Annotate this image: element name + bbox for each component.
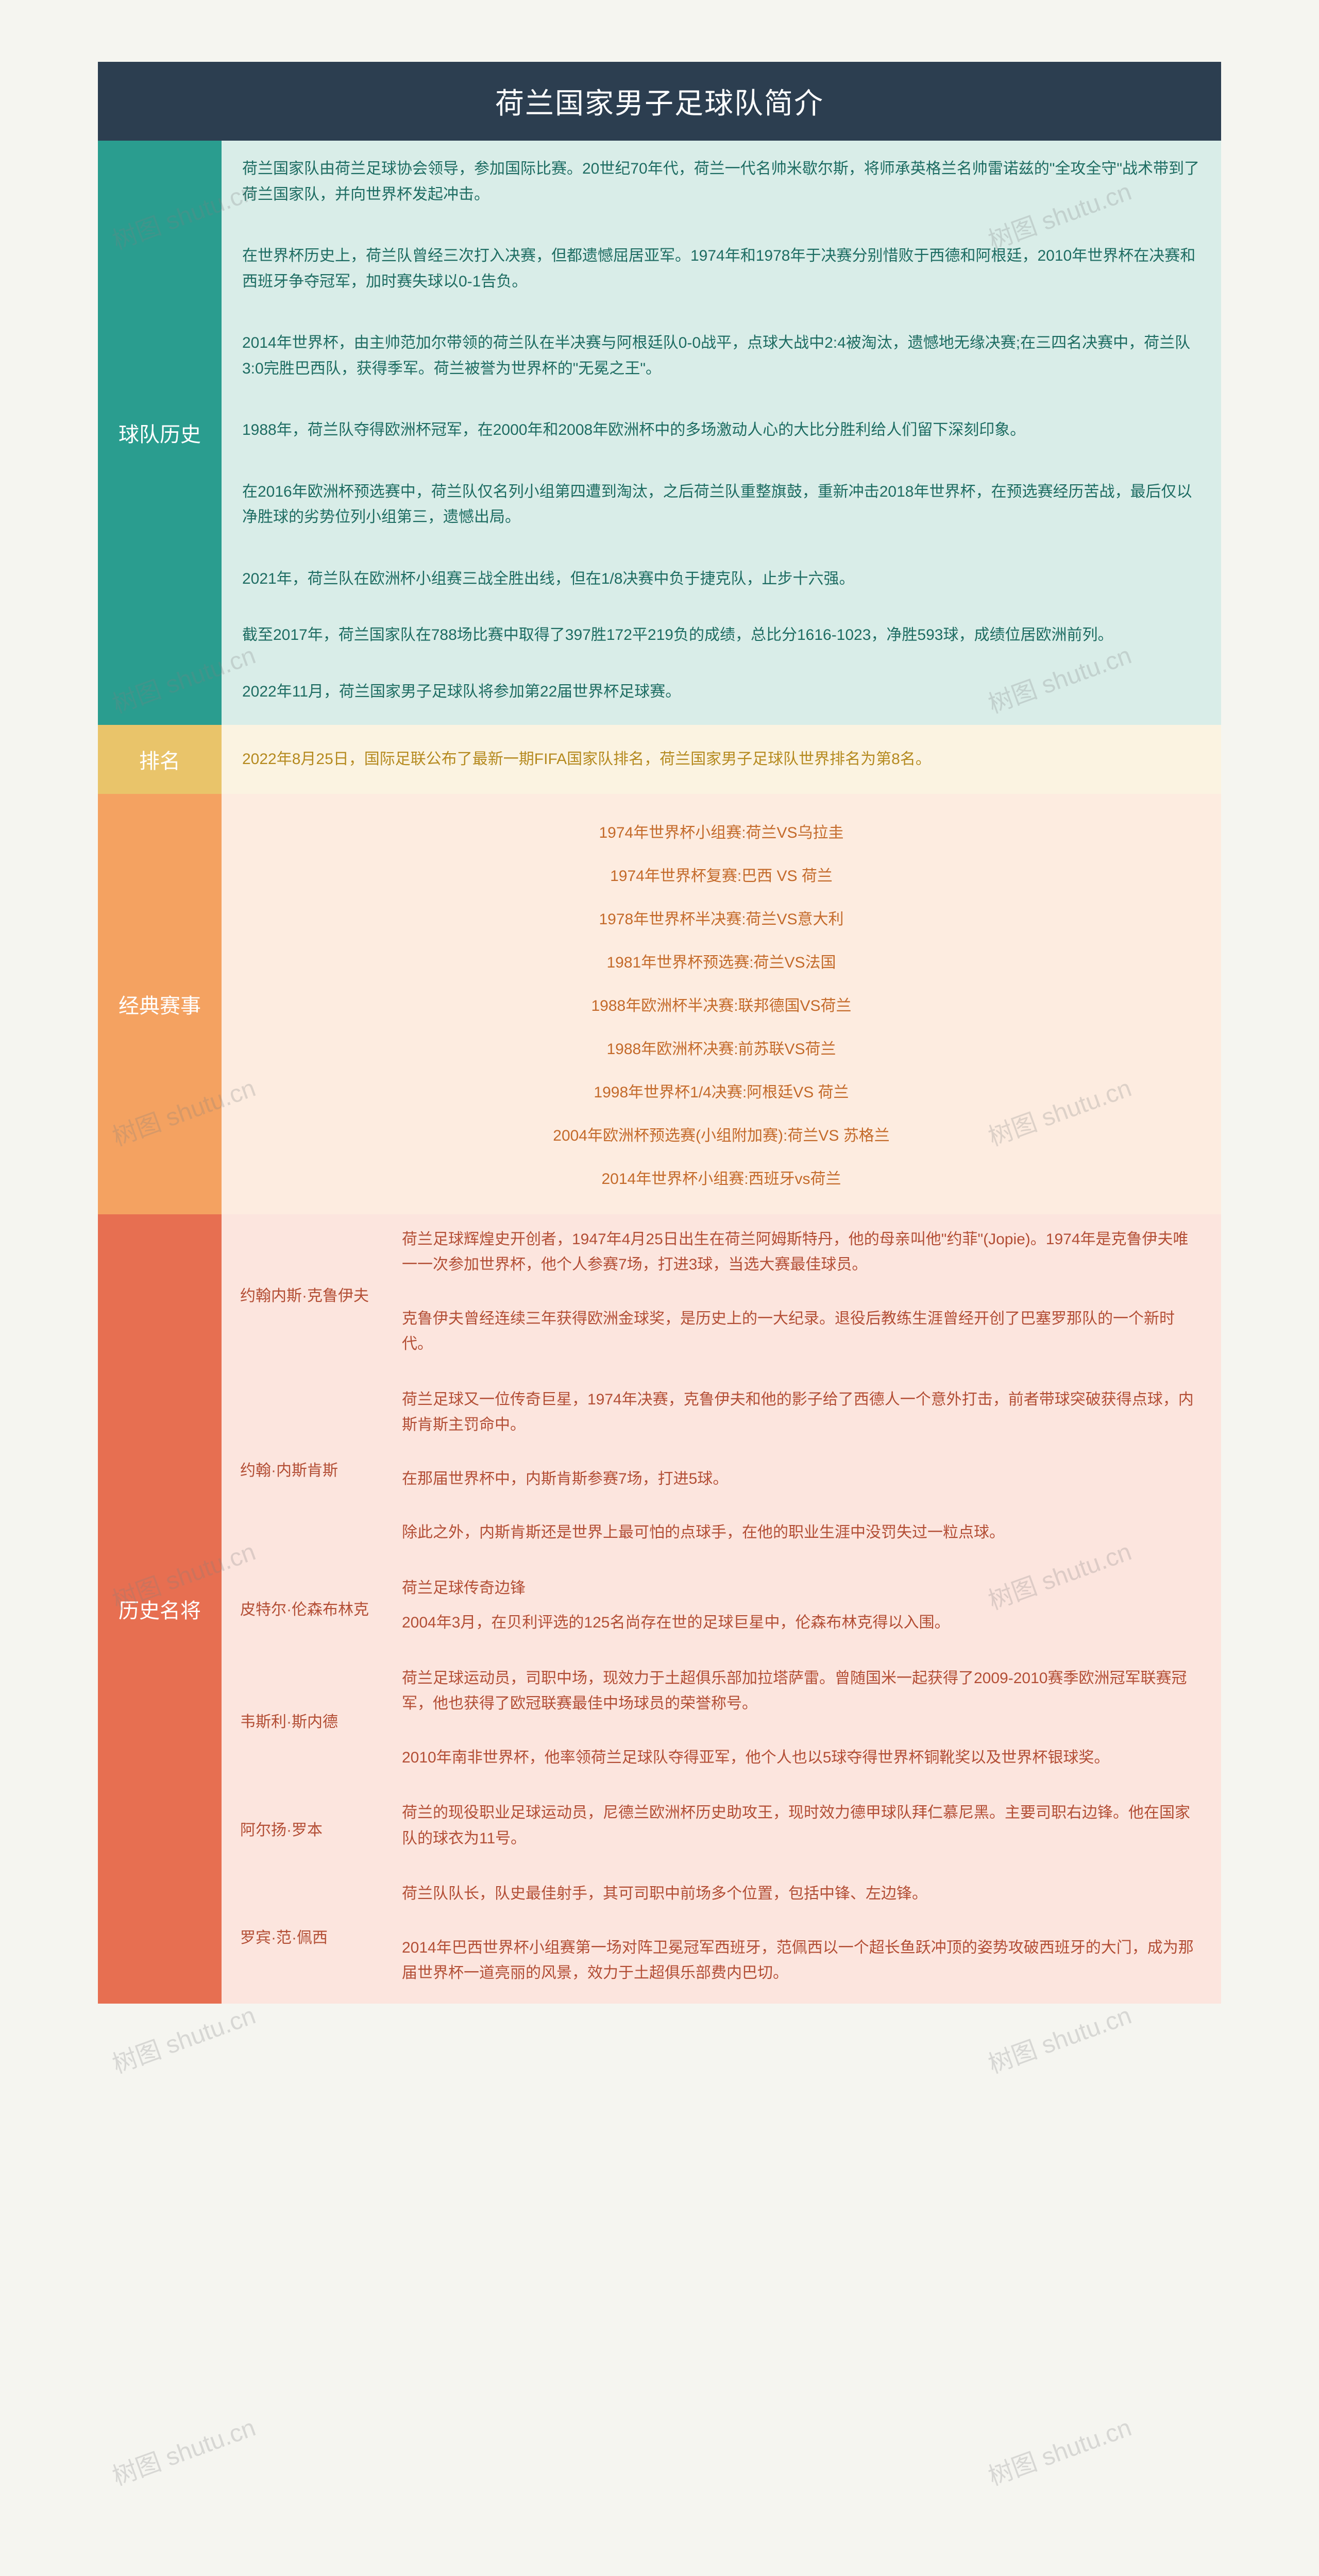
classic-match-row: 1988年欧洲杯半决赛:联邦德国VS荷兰	[242, 982, 1200, 1026]
section-label-ranking: 排名	[98, 725, 222, 794]
player-details: 荷兰足球又一位传奇巨星，1974年决赛，克鲁伊夫和他的影子给了西德人一个意外打击…	[397, 1375, 1221, 1563]
player-details: 荷兰的现役职业足球运动员，尼德兰欧洲杯历史助攻王，现时效力德甲球队拜仁慕尼黑。主…	[397, 1788, 1221, 1869]
player-detail-text: 除此之外，内斯肯斯还是世界上最可怕的点球手，在他的职业生涯中没罚失过一粒点球。	[402, 1520, 1200, 1546]
player-details: 荷兰队队长，队史最佳射手，其可司职中前场多个位置，包括中锋、左边锋。 2014年巴…	[397, 1869, 1221, 2004]
history-paragraph: 2021年，荷兰队在欧洲杯小组赛三战全胜出线，但在1/8决赛中负于捷克队，止步十…	[242, 566, 1200, 592]
player-details: 荷兰足球传奇边锋 2004年3月，在贝利评选的125名尚存在世的足球巨星中，伦森布…	[397, 1563, 1221, 1653]
player-block: 约翰·内斯肯斯荷兰足球又一位传奇巨星，1974年决赛，克鲁伊夫和他的影子给了西德…	[222, 1375, 1221, 1563]
player-detail-text: 荷兰队队长，队史最佳射手，其可司职中前场多个位置，包括中锋、左边锋。	[402, 1881, 1200, 1907]
classic-match-row: 1988年欧洲杯决赛:前苏联VS荷兰	[242, 1026, 1200, 1069]
section-body-ranking: 2022年8月25日，国际足联公布了最新一期FIFA国家队排名，荷兰国家男子足球…	[222, 725, 1221, 794]
player-detail-text: 荷兰足球又一位传奇巨星，1974年决赛，克鲁伊夫和他的影子给了西德人一个意外打击…	[402, 1387, 1200, 1438]
player-block: 韦斯利·斯内德荷兰足球运动员，司职中场，现效力于土超俱乐部加拉塔萨雷。曾随国米一…	[222, 1653, 1221, 1788]
watermark: 树图 shutu.cn	[107, 2407, 260, 2492]
player-name: 皮特尔·伦森布林克	[222, 1563, 397, 1653]
player-detail-text: 2010年南非世界杯，他率领荷兰足球队夺得亚军，他个人也以5球夺得世界杯铜靴奖以…	[402, 1745, 1200, 1771]
classic-match-row: 1978年世界杯半决赛:荷兰VS意大利	[242, 896, 1200, 939]
section-ranking: 排名 2022年8月25日，国际足联公布了最新一期FIFA国家队排名，荷兰国家男…	[98, 725, 1221, 794]
player-name: 罗宾·范·佩西	[222, 1869, 397, 2004]
player-block: 约翰内斯·克鲁伊夫荷兰足球辉煌史开创者，1947年4月25日出生在荷兰阿姆斯特丹…	[222, 1214, 1221, 1375]
watermark: 树图 shutu.cn	[983, 1995, 1136, 2080]
classic-match-row: 1998年世界杯1/4决赛:阿根廷VS 荷兰	[242, 1069, 1200, 1112]
history-paragraph: 截至2017年，荷兰国家队在788场比赛中取得了397胜172平219负的成绩，…	[242, 622, 1200, 648]
player-detail-text: 2004年3月，在贝利评选的125名尚存在世的足球巨星中，伦森布林克得以入围。	[402, 1610, 1200, 1636]
player-details: 荷兰足球辉煌史开创者，1947年4月25日出生在荷兰阿姆斯特丹，他的母亲叫他"约…	[397, 1214, 1221, 1375]
history-paragraph: 2022年11月，荷兰国家男子足球队将参加第22届世界杯足球赛。	[242, 679, 1200, 705]
player-name: 约翰内斯·克鲁伊夫	[222, 1214, 397, 1375]
player-detail-text: 荷兰足球传奇边锋	[402, 1575, 1200, 1601]
player-block: 罗宾·范·佩西荷兰队队长，队史最佳射手，其可司职中前场多个位置，包括中锋、左边锋…	[222, 1869, 1221, 2004]
section-label-legends: 历史名将	[98, 1214, 222, 2004]
section-body-history: 荷兰国家队由荷兰足球协会领导，参加国际比赛。20世纪70年代，荷兰一代名帅米歇尔…	[222, 141, 1221, 725]
classic-match-row: 2014年世界杯小组赛:西班牙vs荷兰	[242, 1156, 1200, 1199]
player-detail-text: 在那届世界杯中，内斯肯斯参赛7场，打进5球。	[402, 1466, 1200, 1492]
section-label-history: 球队历史	[98, 141, 222, 725]
player-name: 约翰·内斯肯斯	[222, 1375, 397, 1563]
player-block: 皮特尔·伦森布林克荷兰足球传奇边锋 2004年3月，在贝利评选的125名尚存在世的…	[222, 1563, 1221, 1653]
section-body-legends: 约翰内斯·克鲁伊夫荷兰足球辉煌史开创者，1947年4月25日出生在荷兰阿姆斯特丹…	[222, 1214, 1221, 2004]
player-detail-text: 荷兰足球辉煌史开创者，1947年4月25日出生在荷兰阿姆斯特丹，他的母亲叫他"约…	[402, 1227, 1200, 1278]
player-name: 阿尔扬·罗本	[222, 1788, 397, 1869]
section-body-classic: 1974年世界杯小组赛:荷兰VS乌拉圭1974年世界杯复赛:巴西 VS 荷兰19…	[222, 794, 1221, 1214]
history-paragraph: 2014年世界杯，由主帅范加尔带领的荷兰队在半决赛与阿根廷队0-0战平，点球大战…	[242, 330, 1200, 381]
ranking-text: 2022年8月25日，国际足联公布了最新一期FIFA国家队排名，荷兰国家男子足球…	[242, 740, 1200, 778]
player-detail-text: 2014年巴西世界杯小组赛第一场对阵卫冕冠军西班牙，范佩西以一个超长鱼跃冲顶的姿…	[402, 1935, 1200, 1986]
section-classic-matches: 经典赛事 1974年世界杯小组赛:荷兰VS乌拉圭1974年世界杯复赛:巴西 VS…	[98, 794, 1221, 1214]
classic-match-row: 1974年世界杯复赛:巴西 VS 荷兰	[242, 853, 1200, 896]
player-detail-text: 荷兰的现役职业足球运动员，尼德兰欧洲杯历史助攻王，现时效力德甲球队拜仁慕尼黑。主…	[402, 1800, 1200, 1851]
player-details: 荷兰足球运动员，司职中场，现效力于土超俱乐部加拉塔萨雷。曾随国米一起获得了200…	[397, 1653, 1221, 1788]
history-paragraph: 1988年，荷兰队夺得欧洲杯冠军，在2000年和2008年欧洲杯中的多场激动人心…	[242, 417, 1200, 443]
section-label-classic: 经典赛事	[98, 794, 222, 1214]
player-detail-text: 荷兰足球运动员，司职中场，现效力于土超俱乐部加拉塔萨雷。曾随国米一起获得了200…	[402, 1666, 1200, 1717]
history-paragraph: 在世界杯历史上，荷兰队曾经三次打入决赛，但都遗憾屈居亚军。1974年和1978年…	[242, 243, 1200, 294]
history-paragraph: 荷兰国家队由荷兰足球协会领导，参加国际比赛。20世纪70年代，荷兰一代名帅米歇尔…	[242, 156, 1200, 207]
section-history: 球队历史 荷兰国家队由荷兰足球协会领导，参加国际比赛。20世纪70年代，荷兰一代…	[98, 141, 1221, 725]
player-detail-text: 克鲁伊夫曾经连续三年获得欧洲金球奖，是历史上的一大纪录。退役后教练生涯曾经开创了…	[402, 1306, 1200, 1357]
classic-match-row: 1981年世界杯预选赛:荷兰VS法国	[242, 939, 1200, 982]
classic-match-row: 2004年欧洲杯预选赛(小组附加赛):荷兰VS 苏格兰	[242, 1112, 1200, 1156]
section-legends: 历史名将 约翰内斯·克鲁伊夫荷兰足球辉煌史开创者，1947年4月25日出生在荷兰…	[98, 1214, 1221, 2004]
player-name: 韦斯利·斯内德	[222, 1653, 397, 1788]
player-block: 阿尔扬·罗本荷兰的现役职业足球运动员，尼德兰欧洲杯历史助攻王，现时效力德甲球队拜…	[222, 1788, 1221, 1869]
mindmap-container: 荷兰国家男子足球队简介 球队历史 荷兰国家队由荷兰足球协会领导，参加国际比赛。2…	[98, 62, 1221, 2004]
history-paragraph: 在2016年欧洲杯预选赛中，荷兰队仅名列小组第四遭到淘汰，之后荷兰队重整旗鼓，重…	[242, 479, 1200, 530]
watermark: 树图 shutu.cn	[983, 2407, 1136, 2492]
watermark: 树图 shutu.cn	[107, 1995, 260, 2080]
classic-match-row: 1974年世界杯小组赛:荷兰VS乌拉圭	[242, 809, 1200, 853]
page-title: 荷兰国家男子足球队简介	[98, 62, 1221, 141]
